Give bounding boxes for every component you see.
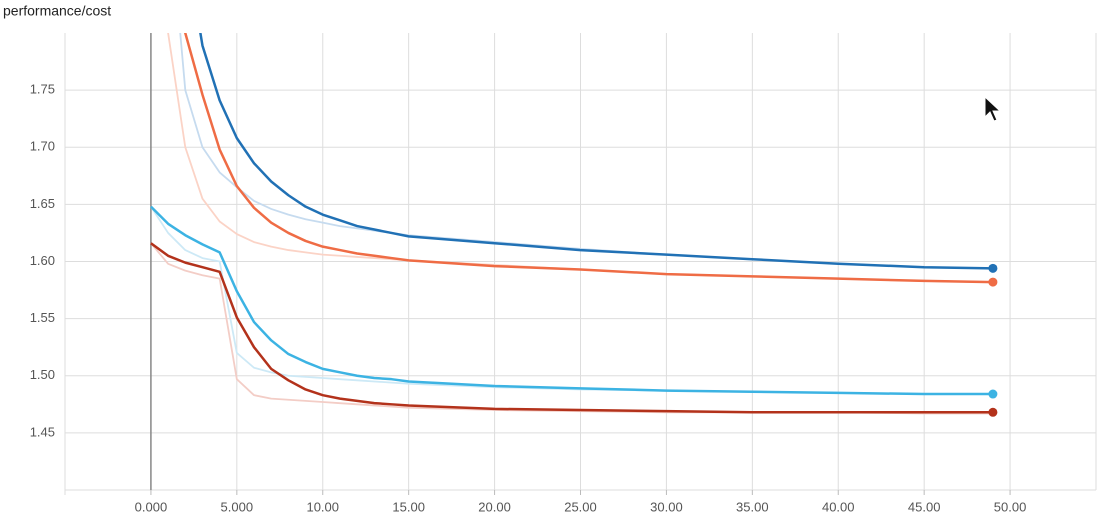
y-tick-label: 1.70: [30, 139, 55, 154]
x-tick-label: 35.00: [736, 499, 769, 514]
y-tick-label: 1.45: [30, 424, 55, 439]
x-tick-label: 25.00: [564, 499, 597, 514]
series-line: [184, 33, 993, 284]
x-tick-label: 30.00: [650, 499, 683, 514]
x-tick-label: 5.000: [221, 499, 254, 514]
series-line: [179, 33, 993, 270]
grid: 0.000 5.000 10.00 15.00 20.00 25.00 30.00 35.00…: [30, 33, 1096, 514]
series-line: [150, 206, 993, 395]
y-tick-label: 1.55: [30, 310, 55, 325]
series-line: [167, 33, 993, 283]
x-tick-label: 40.00: [822, 499, 855, 514]
lines: [150, 33, 993, 415]
x-tick-label: 20.00: [478, 499, 511, 514]
x-tick-label: 10.00: [306, 499, 339, 514]
x-tick-label: 45.00: [908, 499, 941, 514]
series-line: [150, 242, 993, 414]
series-line: [150, 205, 993, 396]
mouse-cursor: [984, 95, 1002, 122]
y-tick-label: 1.60: [30, 253, 55, 268]
end-marker: [988, 407, 998, 417]
end-marker: [988, 263, 998, 273]
y-tick-label: 1.65: [30, 196, 55, 211]
end-marker: [988, 277, 998, 287]
x-tick-label: 15.00: [392, 499, 425, 514]
series-line: [199, 33, 993, 270]
y-tick-label: 1.50: [30, 367, 55, 382]
x-tick-label: 50.00: [994, 499, 1027, 514]
end-marker: [988, 389, 998, 399]
chart-title: performance/cost: [3, 3, 111, 19]
x-tick-label: 0.000: [135, 499, 168, 514]
end-markers: [988, 263, 998, 417]
y-tick-label: 1.75: [30, 82, 55, 97]
